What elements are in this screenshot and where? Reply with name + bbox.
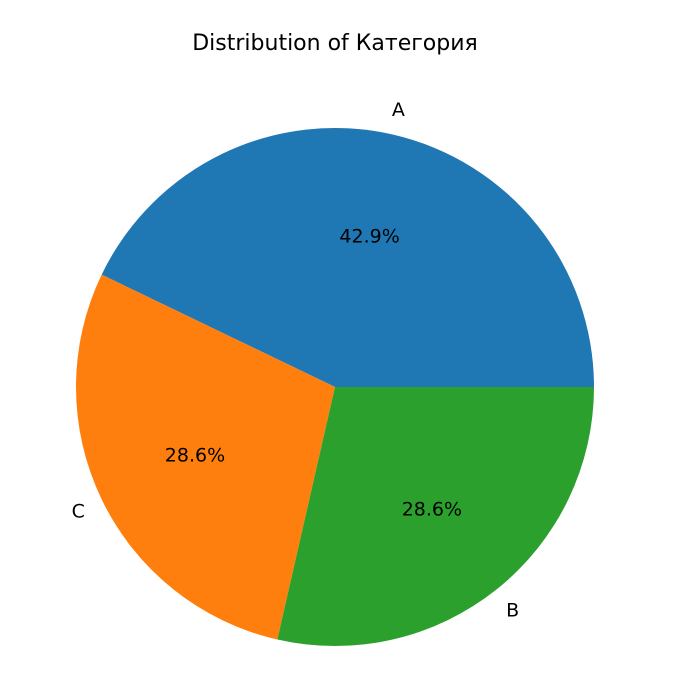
pie-labels: A 42.9% C 28.6% B 28.6% bbox=[72, 99, 519, 622]
slice-label-a: A bbox=[392, 99, 405, 121]
chart-title: Distribution of Категория bbox=[192, 31, 478, 56]
slice-label-b: B bbox=[506, 600, 519, 622]
slice-percent-b: 28.6% bbox=[402, 498, 462, 520]
pie-slice-c bbox=[75, 274, 335, 640]
pie-slice-b bbox=[277, 387, 594, 646]
slice-percent-a: 42.9% bbox=[339, 225, 399, 247]
slice-percent-c: 28.6% bbox=[165, 444, 225, 466]
pie-slice-a bbox=[101, 128, 595, 387]
pie-slices bbox=[75, 128, 595, 646]
slice-label-c: C bbox=[72, 501, 85, 523]
